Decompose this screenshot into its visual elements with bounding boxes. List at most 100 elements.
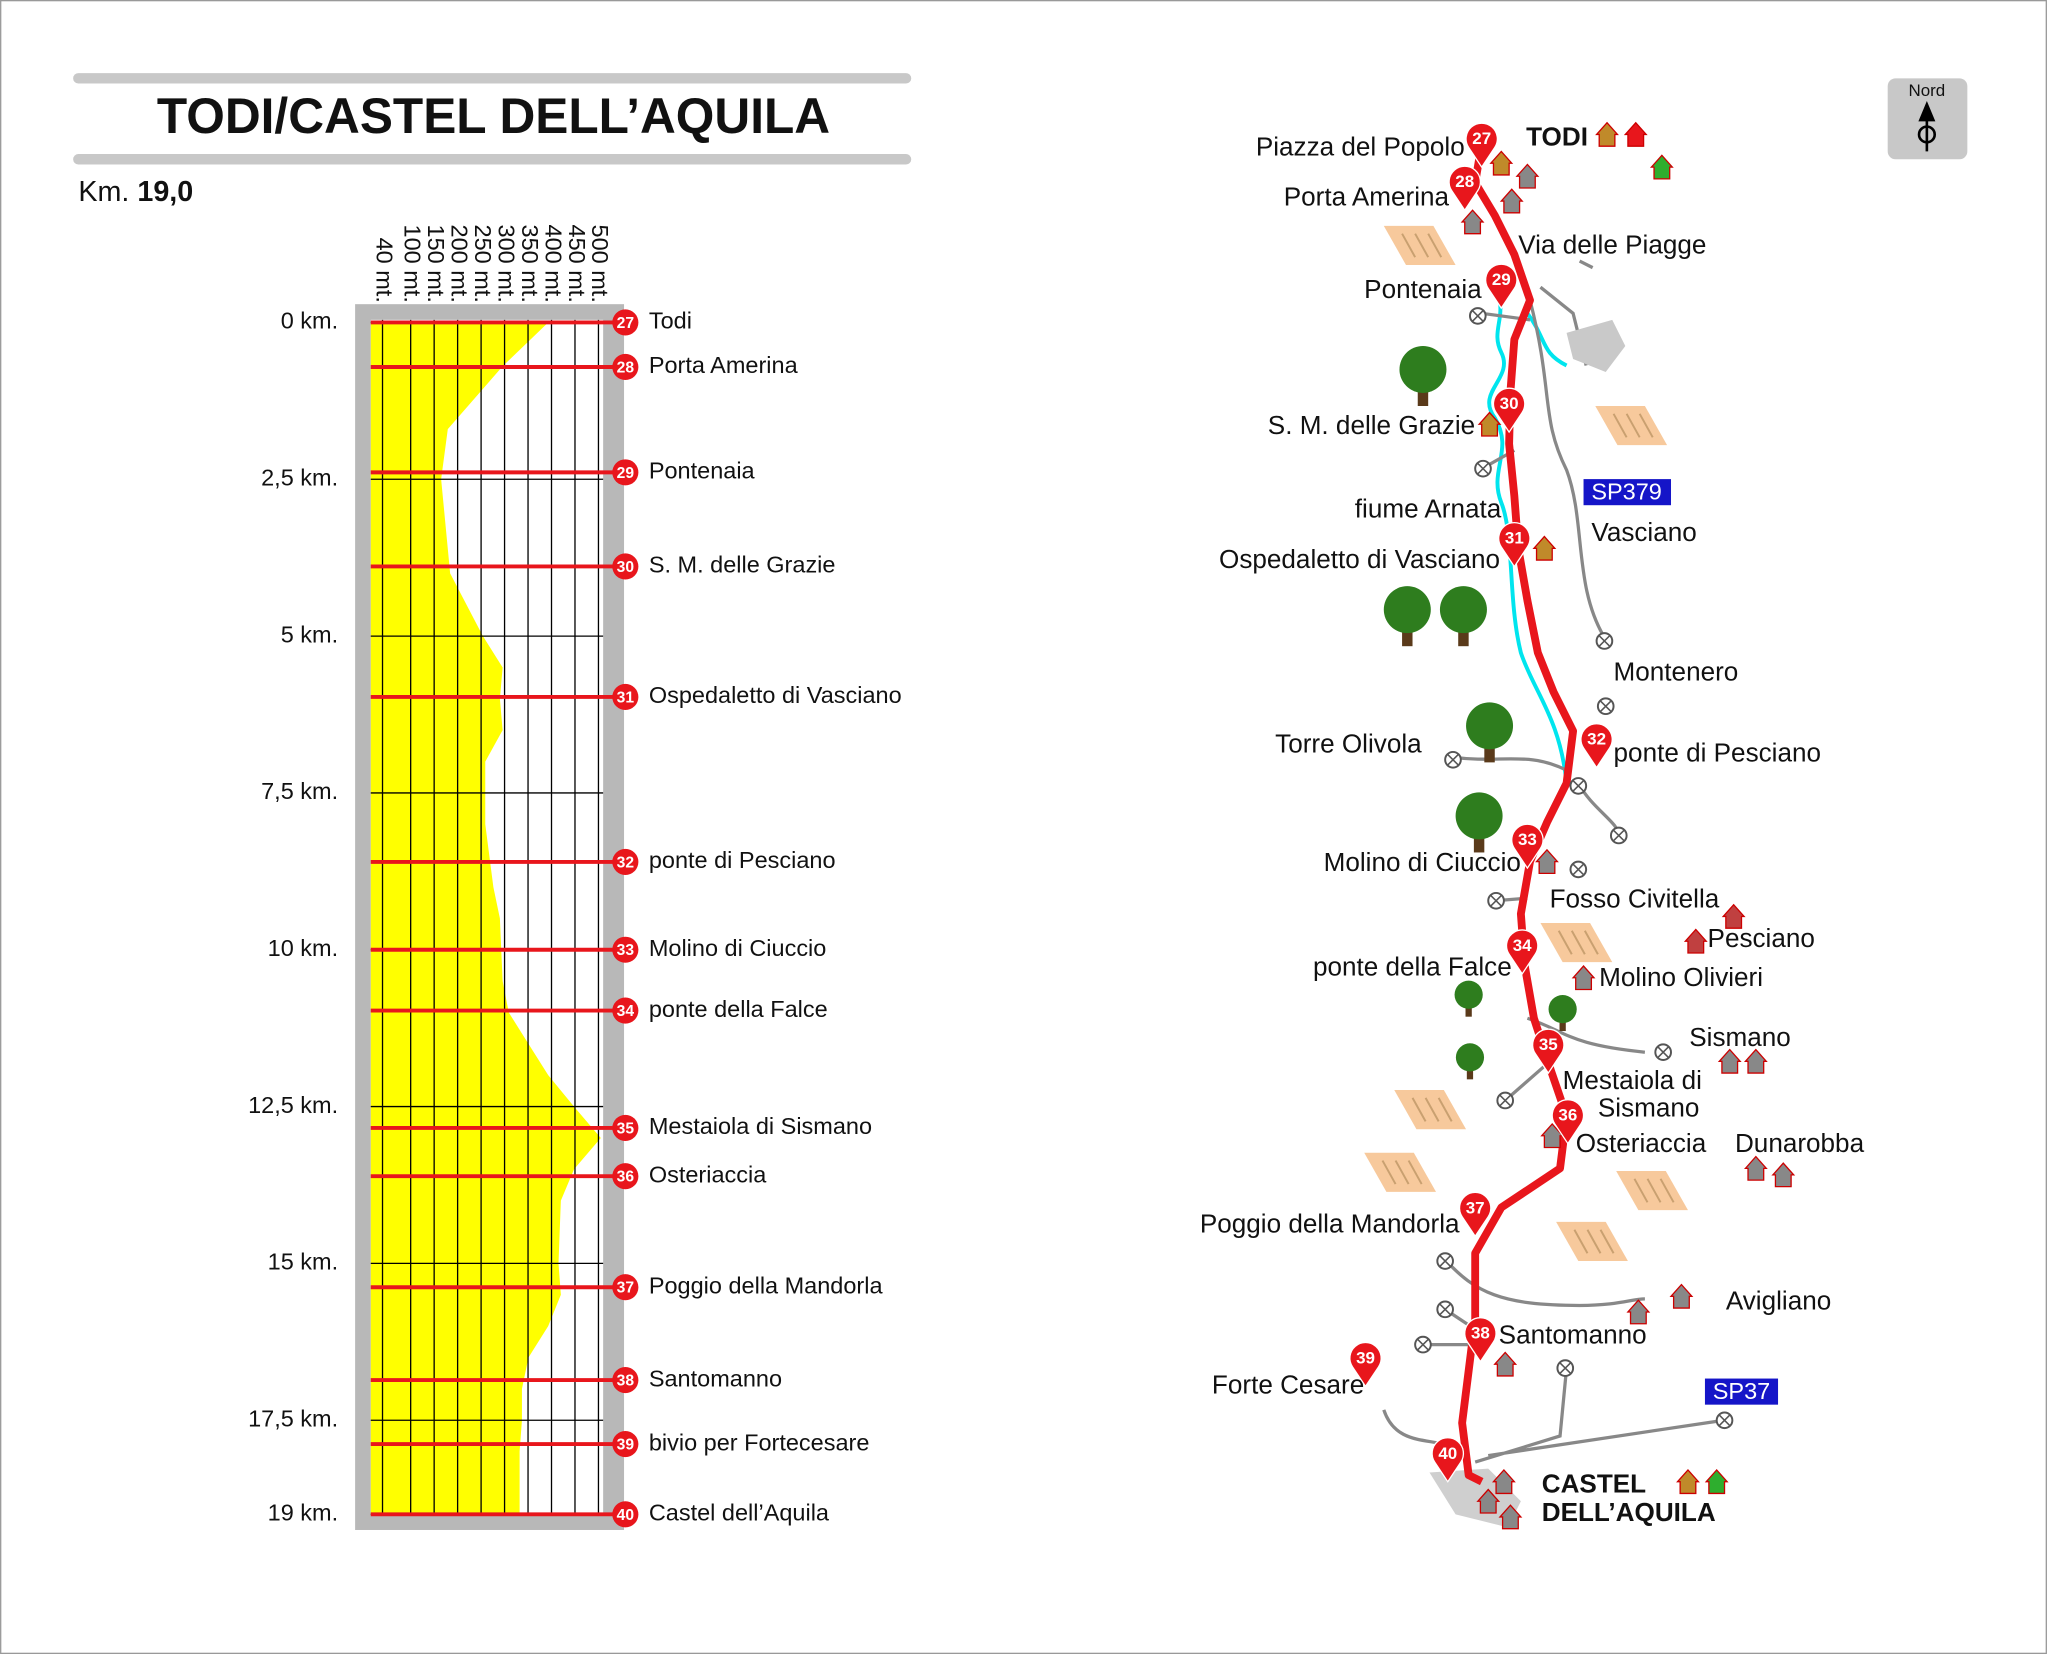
place-label: fiume Arnata <box>1355 493 1502 523</box>
tree-crown <box>1383 586 1431 634</box>
map-pin-number: 39 <box>1356 1348 1375 1367</box>
road-label: SP379 <box>1591 479 1662 505</box>
waypoint-name: ponte di Pesciano <box>649 847 836 873</box>
km-tick-label: 15 km. <box>268 1249 338 1275</box>
tree-crown <box>1466 702 1514 750</box>
field-line <box>1633 1178 1649 1203</box>
title: TODI/CASTEL DELL’AQUILA <box>157 88 830 144</box>
map-pin <box>1349 1341 1382 1388</box>
tree-crown <box>1455 1043 1485 1072</box>
house-icon <box>1535 848 1559 874</box>
house-icon <box>1704 1468 1729 1495</box>
alt-tick-label: 250 mt. <box>470 225 496 303</box>
place-label: Sismano <box>1689 1022 1791 1052</box>
waypoint-number: 40 <box>617 1507 635 1524</box>
alt-tick-label: 400 mt. <box>540 225 566 303</box>
waypoint-marker <box>612 1114 639 1141</box>
waypoint-name: S. M. delle Grazie <box>649 552 836 578</box>
map-pin-number: 37 <box>1466 1198 1485 1217</box>
town-label: CASTEL <box>1542 1468 1646 1498</box>
profile: 40 mt. 100 mt.150 mt.200 mt.250 mt.300 mt… <box>248 225 902 1528</box>
place-label: Poggio della Mandorla <box>1200 1209 1460 1239</box>
field-line <box>1437 1097 1453 1122</box>
field-line <box>1381 1160 1397 1185</box>
place-label: Vasciano <box>1591 517 1696 547</box>
field <box>1540 922 1613 963</box>
waypoint-name: Osteriaccia <box>649 1161 767 1187</box>
place-label: ponte della Falce <box>1313 952 1512 982</box>
waypoint-marker <box>612 553 639 580</box>
town-label: TODI <box>1526 121 1588 151</box>
place-label: Porta Amerina <box>1284 181 1450 211</box>
house-icon <box>1540 1123 1565 1149</box>
map-pin <box>1531 1028 1565 1075</box>
alt-tick-label: 200 mt. <box>446 225 472 303</box>
house-icon <box>1571 965 1596 991</box>
waypoint-number: 37 <box>617 1280 635 1297</box>
field-line <box>1586 1229 1602 1254</box>
field <box>1394 1090 1467 1130</box>
waypoint-marker <box>612 353 639 381</box>
junction <box>1417 1338 1429 1351</box>
field-line <box>1659 1178 1675 1203</box>
field-line <box>1407 1160 1423 1185</box>
place-label: Sismano <box>1598 1093 1700 1123</box>
junction <box>1718 1414 1731 1427</box>
urban-area <box>1566 319 1626 373</box>
elevation-area <box>370 322 601 1515</box>
waypoint-name: ponte della Falce <box>649 996 828 1022</box>
place-label: Via delle Piagge <box>1518 230 1706 260</box>
map-pin <box>1580 723 1613 769</box>
field-line <box>1625 413 1641 438</box>
north-arrow <box>1917 125 1937 144</box>
alt-tick-label: 300 mt. <box>493 225 519 303</box>
house-icon <box>1476 1488 1501 1514</box>
waypoint-marker <box>612 936 639 963</box>
tree-trunk <box>1473 828 1485 853</box>
waypoint-name: Santomanno <box>649 1365 782 1391</box>
junction <box>1572 780 1585 792</box>
junction <box>1613 829 1625 842</box>
tree-crown <box>1439 586 1487 634</box>
field-line <box>1573 1229 1589 1254</box>
waypoint-marker <box>612 309 639 336</box>
junction <box>1598 635 1611 647</box>
junction <box>1572 863 1585 876</box>
junction <box>1477 462 1489 475</box>
km-tick-label: 5 km. <box>281 621 338 647</box>
field-line <box>1424 1097 1440 1122</box>
field-line <box>1570 930 1586 955</box>
tree-trunk <box>1559 1016 1566 1032</box>
place-label: ponte di Pesciano <box>1614 737 1821 767</box>
waypoint-number: 27 <box>617 315 635 332</box>
km-tick-label: 12,5 km. <box>248 1092 338 1118</box>
field-line <box>1612 413 1628 438</box>
field-line <box>1394 1160 1410 1185</box>
place-label: Dunarobba <box>1735 1128 1865 1158</box>
waypoint-name: Todi <box>649 308 692 334</box>
waypoint-number: 28 <box>617 359 635 376</box>
house-icon <box>1649 154 1674 180</box>
waypoint-number: 31 <box>617 689 635 706</box>
map-pin <box>1505 929 1539 976</box>
north-label: Nord <box>1908 81 1945 100</box>
map-pin <box>1484 263 1518 310</box>
place-label: Mestaiola di <box>1563 1065 1702 1095</box>
house-icon <box>1676 1468 1700 1495</box>
map-pin-number: 34 <box>1513 936 1532 955</box>
alt-tick-label: 350 mt. <box>517 225 543 303</box>
place-label: Santomanno <box>1499 1320 1647 1350</box>
waypoint-number: 39 <box>617 1437 635 1454</box>
field <box>1364 1152 1437 1192</box>
junction <box>1559 1362 1572 1374</box>
waypoint-marker <box>612 848 639 875</box>
town-label: DELL’AQUILA <box>1542 1497 1716 1527</box>
field-line <box>1557 930 1573 955</box>
map-pin-number: 31 <box>1505 529 1524 548</box>
junction <box>1657 1046 1669 1058</box>
junction <box>1472 310 1484 322</box>
field-line <box>1599 1229 1615 1254</box>
house-icon <box>1743 1155 1768 1181</box>
junction <box>1439 1303 1451 1316</box>
house-icon <box>1721 903 1746 929</box>
